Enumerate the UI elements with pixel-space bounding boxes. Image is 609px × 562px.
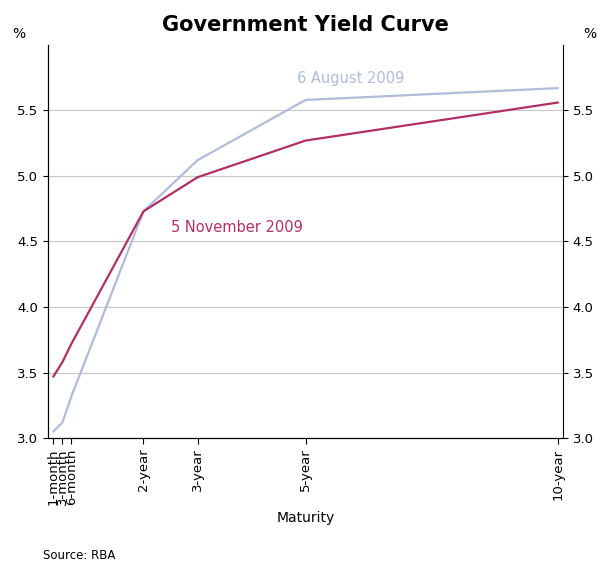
Text: %: % xyxy=(12,27,25,41)
Text: 5 November 2009: 5 November 2009 xyxy=(171,220,303,235)
X-axis label: Maturity: Maturity xyxy=(276,510,335,524)
Text: %: % xyxy=(583,27,597,41)
Text: 6 August 2009: 6 August 2009 xyxy=(297,70,404,85)
Text: Source: RBA: Source: RBA xyxy=(43,549,115,562)
Title: Government Yield Curve: Government Yield Curve xyxy=(162,15,449,35)
